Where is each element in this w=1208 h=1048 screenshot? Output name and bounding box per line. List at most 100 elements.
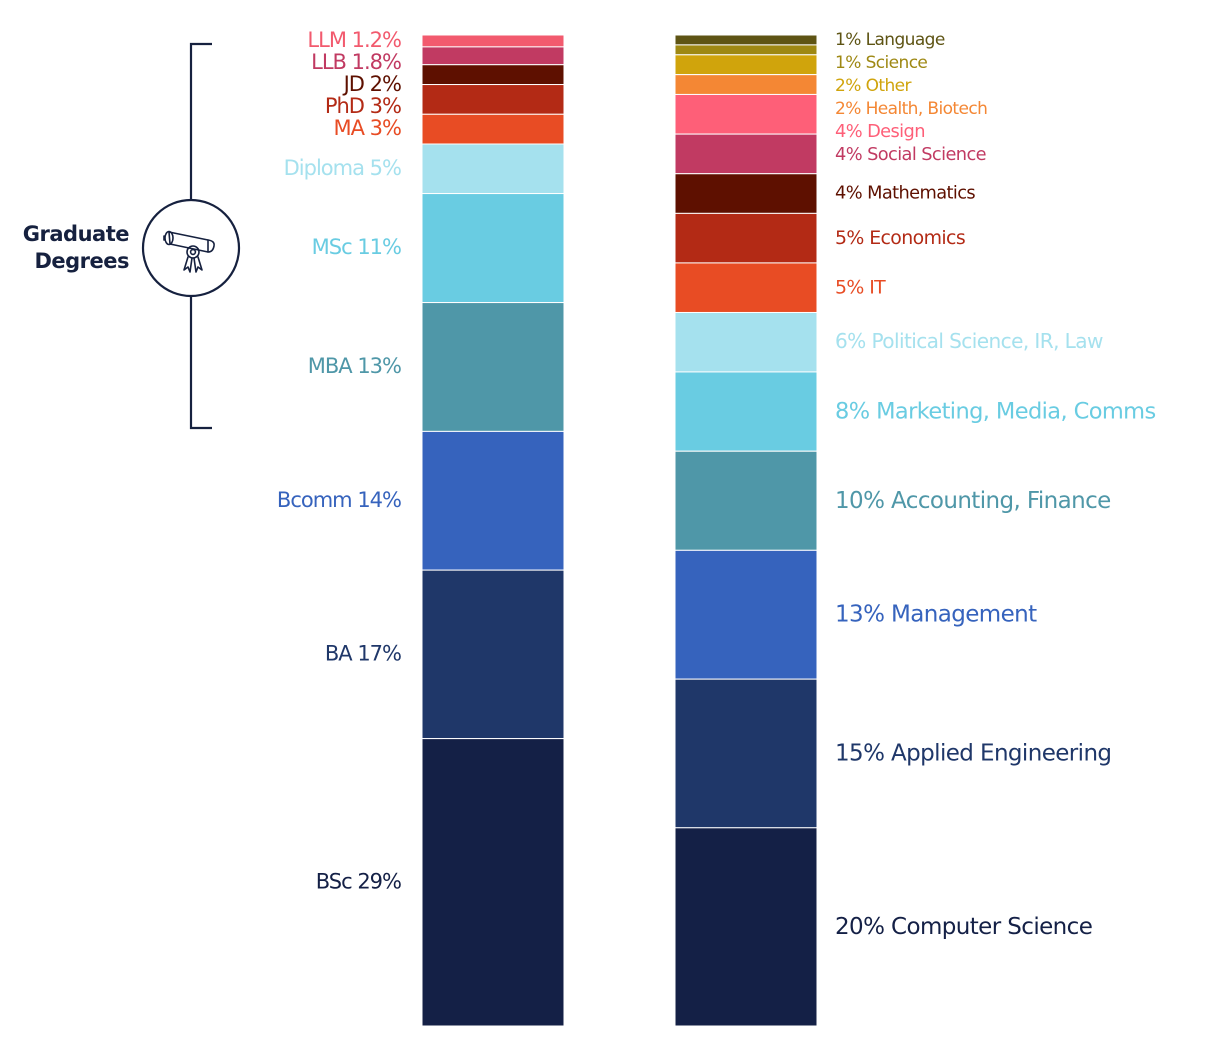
field-pct: 5% — [835, 227, 864, 249]
field-segment-other — [674, 54, 818, 76]
degree-segment-bsc — [421, 738, 565, 1027]
degree-label: LLM 1.2% — [307, 28, 401, 52]
field-name: Language — [866, 30, 945, 50]
field-segment-applied-engineering — [674, 678, 818, 829]
degree-pct: 29% — [357, 869, 401, 893]
field-label: 2% Health, Biotech — [835, 99, 987, 119]
field-label: 1% Science — [835, 53, 927, 73]
field-label: 20% Computer Science — [835, 913, 1092, 939]
field-pct: 8% — [835, 398, 870, 424]
field-segment-management — [674, 549, 818, 680]
field-label: 4% Social Science — [835, 144, 986, 165]
field-name: Management — [891, 601, 1037, 627]
field-segment-health-biotech — [674, 74, 818, 95]
field-label: 13% Management — [835, 601, 1037, 627]
degree-name: BSc — [316, 869, 352, 893]
field-pct: 4% — [835, 144, 862, 165]
degree-label: MA 3% — [334, 116, 402, 140]
degree-segment-msc — [421, 193, 565, 304]
degree-segment-bcomm — [421, 430, 565, 571]
field-segment-design — [674, 93, 818, 135]
field-label: 8% Marketing, Media, Comms — [835, 398, 1156, 424]
field-segment-social-science — [674, 133, 818, 175]
field-pct: 20% — [835, 913, 884, 939]
degree-pct: 1.2% — [352, 28, 401, 52]
degree-name: LLM — [307, 28, 346, 52]
field-name: Computer Science — [891, 913, 1092, 939]
diploma-scroll-icon — [141, 198, 241, 298]
field-label: 2% Other — [835, 76, 911, 96]
field-pct: 13% — [835, 601, 884, 627]
field-pct: 4% — [835, 121, 862, 142]
degree-label: PhD 3% — [325, 94, 401, 118]
field-label: 1% Language — [835, 30, 945, 50]
field-label: 5% IT — [835, 276, 886, 298]
field-label: 5% Economics — [835, 227, 965, 249]
degree-labels: LLM 1.2%LLB 1.8%JD 2%PhD 3%MA 3% Diploma … — [277, 28, 402, 893]
field-name: Marketing, Media, Comms — [876, 398, 1156, 424]
degree-label: LLB 1.8% — [311, 50, 401, 74]
field-name: Economics — [869, 227, 965, 249]
field-segment-science — [674, 44, 818, 56]
field-pct: 5% — [835, 276, 864, 298]
field-label: 6% Political Science, IR, Law — [835, 329, 1103, 353]
degree-label: Diploma 5% — [284, 156, 401, 180]
field-name: Mathematics — [867, 183, 975, 204]
degree-label: MSc 11% — [312, 235, 401, 259]
degree-label: MBA 13% — [308, 354, 401, 378]
degree-name: BA — [325, 641, 353, 665]
field-bar — [674, 34, 818, 1027]
degree-label: JD 2% — [342, 72, 401, 96]
degree-name: MSc — [312, 235, 352, 259]
degree-pct: 17% — [357, 641, 401, 665]
degree-segment-ma — [421, 113, 565, 145]
field-name: Health, Biotech — [866, 99, 988, 119]
field-name: IT — [869, 276, 886, 298]
field-name: Social Science — [867, 144, 986, 165]
degree-pct: 5% — [370, 156, 401, 180]
degree-segment-phd — [421, 84, 565, 115]
degree-name: MA — [334, 116, 366, 140]
field-segment-computer-science — [674, 827, 818, 1027]
degree-pct: 1.8% — [352, 50, 401, 74]
degree-name: PhD — [325, 94, 364, 118]
field-name: Political Science, IR, Law — [871, 329, 1102, 353]
degree-segment-ba — [421, 569, 565, 740]
bracket-label-line2: Degrees — [34, 249, 129, 273]
field-segment-language — [674, 34, 818, 46]
degree-bar — [421, 34, 565, 1027]
field-pct: 6% — [835, 329, 866, 353]
field-name: Other — [866, 76, 912, 96]
field-label: 4% Design — [835, 121, 925, 142]
degree-label: BA 17% — [325, 641, 401, 665]
field-pct: 4% — [835, 183, 862, 204]
field-pct: 2% — [835, 76, 861, 96]
graduate-bracket: Graduate Degrees — [23, 42, 241, 430]
field-pct: 2% — [835, 99, 861, 119]
field-segment-political-science-ir-law — [674, 311, 818, 373]
field-label: 15% Applied Engineering — [835, 740, 1111, 766]
degree-segment-llm — [421, 34, 565, 48]
degree-segment-llb — [421, 46, 565, 66]
field-segment-marketing-media-comms — [674, 371, 818, 452]
degree-name: LLB — [311, 50, 346, 74]
field-pct: 15% — [835, 740, 884, 766]
field-name: Design — [867, 121, 925, 142]
field-segment-accounting-finance — [674, 450, 818, 551]
field-name: Applied Engineering — [891, 740, 1111, 766]
degree-name: JD — [342, 72, 364, 96]
degree-name: MBA — [308, 354, 354, 378]
field-name: Accounting, Finance — [891, 487, 1111, 513]
field-pct: 1% — [835, 53, 861, 73]
field-pct: 1% — [835, 30, 861, 50]
field-segment-mathematics — [674, 173, 818, 214]
degree-segment-diploma — [421, 143, 565, 195]
field-segment-economics — [674, 212, 818, 264]
field-label: 10% Accounting, Finance — [835, 487, 1111, 513]
degree-pct: 3% — [370, 116, 401, 140]
degree-name: Diploma — [284, 156, 364, 180]
bracket-label-line1: Graduate — [23, 222, 129, 246]
degree-label: Bcomm 14% — [277, 488, 401, 512]
